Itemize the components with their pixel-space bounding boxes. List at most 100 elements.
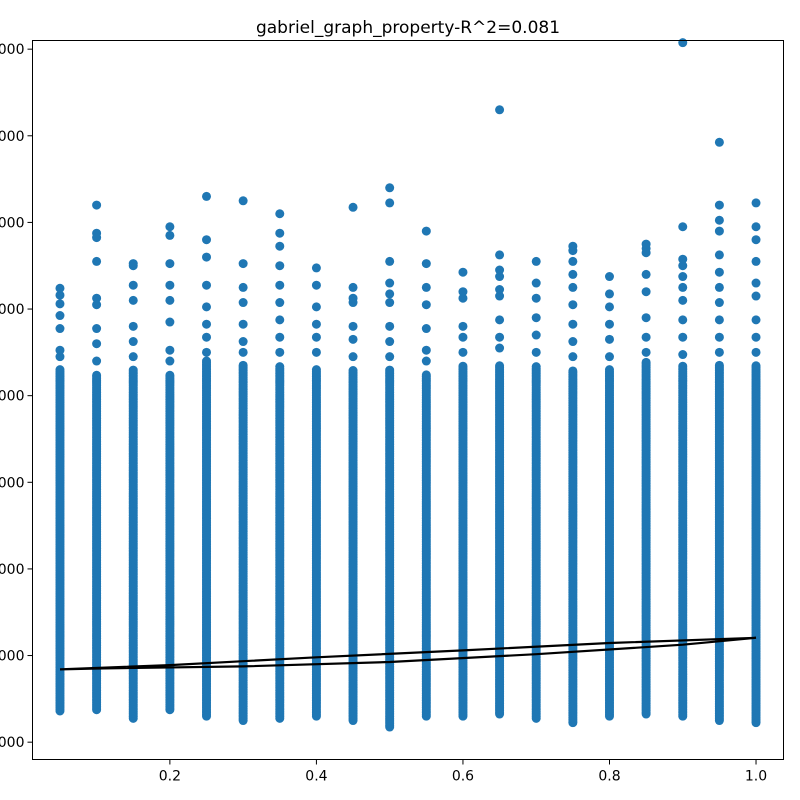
scatter-point — [92, 339, 102, 349]
scatter-point — [165, 317, 175, 327]
fit-line-layer — [59, 636, 757, 671]
scatter-point — [568, 256, 578, 266]
scatter-point — [714, 315, 724, 325]
scatter-point — [165, 259, 175, 269]
scatter-point — [714, 332, 724, 342]
scatter-point — [714, 215, 724, 225]
scatter-point — [568, 319, 578, 329]
scatter-point — [202, 356, 212, 366]
scatter-point — [641, 313, 651, 323]
scatter-point — [348, 334, 358, 344]
scatter-point — [348, 293, 358, 303]
scatter-point — [311, 280, 321, 290]
scatter-point — [458, 267, 468, 277]
scatter-point — [128, 321, 138, 331]
scatter-point — [238, 298, 248, 308]
scatter-point — [678, 315, 688, 325]
scatter-column — [311, 263, 321, 721]
scatter-point — [92, 293, 102, 303]
x-tick-label: 0.8 — [598, 769, 620, 785]
scatter-column — [92, 200, 102, 715]
scatter-point — [495, 361, 505, 371]
scatter-point — [348, 366, 358, 376]
scatter-point — [385, 321, 395, 331]
scatter-point — [678, 222, 688, 232]
y-tick-label: 000 — [0, 649, 25, 665]
scatter-point — [275, 315, 285, 325]
scatter-point — [751, 256, 761, 266]
scatter-point — [604, 272, 614, 282]
scatter-point — [604, 289, 614, 299]
scatter-point — [165, 370, 175, 380]
scatter-point — [238, 259, 248, 269]
scatter-point — [55, 324, 65, 334]
scatter-point — [678, 282, 688, 292]
scatter-point — [751, 315, 761, 325]
scatter-point — [385, 183, 395, 193]
scatter-point — [92, 300, 102, 310]
y-tick-label: 000 — [0, 42, 25, 58]
scatter-point — [92, 228, 102, 238]
scatter-point — [128, 295, 138, 305]
scatter-point — [531, 293, 541, 303]
scatter-point — [568, 269, 578, 279]
y-axis: 000 000 000 000 000 000 000 000 000 — [0, 42, 33, 751]
scatter-point — [165, 230, 175, 240]
scatter-point — [165, 280, 175, 290]
scatter-point — [311, 332, 321, 342]
scatter-point — [275, 347, 285, 357]
scatter-column — [202, 191, 212, 721]
scatter-point — [495, 343, 505, 353]
scatter-point — [421, 282, 431, 292]
scatter-point — [531, 330, 541, 340]
scatter-point — [604, 365, 614, 375]
scatter-point — [714, 360, 724, 370]
scatter-point — [165, 345, 175, 355]
scatter-point — [495, 272, 505, 282]
x-axis: 0.2 0.4 0.6 0.8 1.0 — [159, 759, 767, 785]
scatter-point — [238, 347, 248, 357]
scatter-point — [421, 226, 431, 236]
x-tick-label: 1.0 — [745, 769, 767, 785]
scatter-column — [421, 226, 431, 721]
y-tick-label: 000 — [0, 562, 25, 578]
scatter-point — [165, 295, 175, 305]
scatter-point — [751, 222, 761, 232]
scatter-point — [55, 311, 65, 321]
scatter-point — [495, 285, 505, 295]
scatter-point — [385, 198, 395, 208]
x-tick-label: 0.2 — [159, 769, 181, 785]
scatter-point — [678, 361, 688, 371]
chart-title: gabriel_graph_property-R^2=0.081 — [256, 18, 560, 38]
scatter-point — [714, 250, 724, 260]
scatter-point — [202, 280, 212, 290]
scatter-point — [751, 291, 761, 301]
scatter-point — [275, 298, 285, 308]
scatter-point — [128, 259, 138, 269]
scatter-point — [238, 282, 248, 292]
scatter-point — [678, 332, 688, 342]
y-tick-label: 000 — [0, 389, 25, 405]
scatter-point — [751, 361, 761, 371]
scatter-point — [55, 283, 65, 293]
scatter-point — [458, 293, 468, 303]
scatter-point — [348, 202, 358, 212]
scatter-point — [385, 289, 395, 299]
scatter-point — [128, 352, 138, 362]
y-tick-label: 000 — [0, 215, 25, 231]
scatter-point — [531, 362, 541, 372]
scatter-point — [421, 356, 431, 366]
scatter-point — [385, 337, 395, 347]
scatter-point — [678, 38, 688, 48]
scatter-point — [678, 254, 688, 264]
scatter-point — [128, 337, 138, 347]
scatter-point — [751, 332, 761, 342]
scatter-point — [495, 265, 505, 275]
scatter-point — [714, 282, 724, 292]
scatter-point — [55, 365, 65, 375]
x-tick-label: 0.4 — [305, 769, 327, 785]
scatter-column — [641, 239, 651, 719]
scatter-point — [604, 352, 614, 362]
scatter-point — [275, 209, 285, 219]
